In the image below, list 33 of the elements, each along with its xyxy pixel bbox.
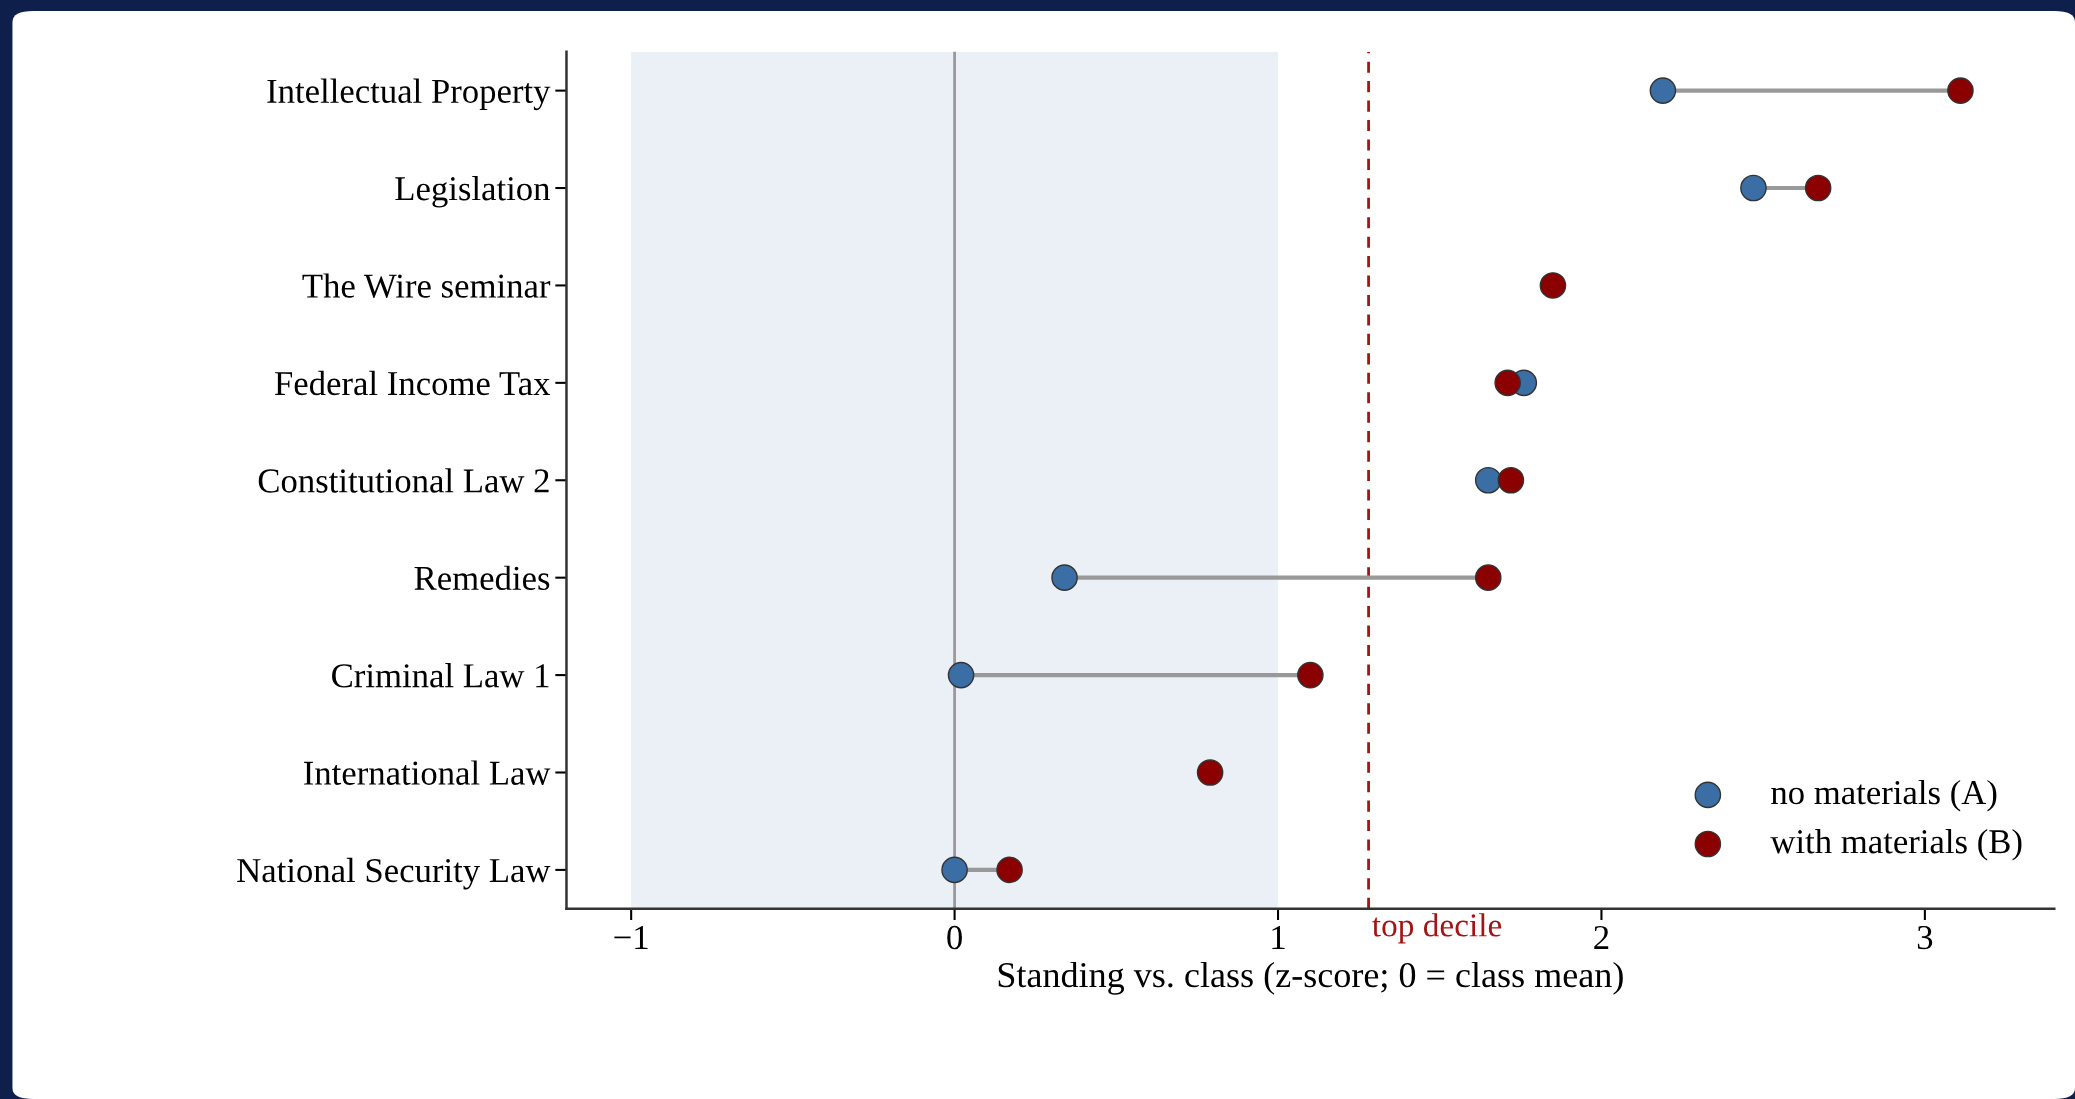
ref-line-label: top decile bbox=[1372, 913, 1502, 944]
point bbox=[1497, 466, 1525, 494]
point bbox=[947, 661, 975, 689]
point bbox=[1740, 174, 1767, 202]
y-tick-label: Constitutional Law 2 bbox=[258, 468, 549, 493]
x-tick-label: 1 bbox=[1272, 926, 1285, 949]
x-tick-label: 0 bbox=[947, 925, 962, 950]
point bbox=[1474, 466, 1502, 494]
point bbox=[1804, 174, 1832, 202]
x-tick-label: 2 bbox=[1594, 925, 1609, 949]
y-tick-label: National Security Law bbox=[237, 857, 551, 890]
y-tick-label: The Wire seminar bbox=[302, 273, 551, 299]
legend-label: no materials (A) bbox=[1771, 779, 1997, 812]
point bbox=[1494, 369, 1521, 397]
y-tick-label: Federal Income Tax bbox=[274, 370, 551, 396]
point bbox=[941, 856, 968, 884]
point bbox=[1196, 759, 1224, 786]
y-tick-label: Intellectual Property bbox=[267, 78, 551, 111]
y-tick-label: Legislation bbox=[395, 175, 550, 208]
x-tick-label: 3 bbox=[1917, 925, 1933, 950]
point bbox=[1051, 564, 1078, 591]
legend-label: with materials (B) bbox=[1770, 828, 2022, 861]
point bbox=[1947, 77, 1974, 104]
point bbox=[1474, 564, 1502, 591]
x-tick-label: −1 bbox=[614, 926, 648, 949]
point bbox=[1539, 272, 1567, 299]
y-tick-label: Remedies bbox=[414, 565, 550, 591]
y-tick-label: International Law bbox=[303, 760, 551, 785]
y-tick-label: Criminal Law 1 bbox=[332, 663, 549, 688]
point bbox=[996, 856, 1023, 884]
point bbox=[1649, 77, 1677, 104]
point bbox=[1297, 661, 1324, 689]
x-axis-title: Standing vs. class (z-score; 0 = class mean) bbox=[998, 961, 1623, 995]
